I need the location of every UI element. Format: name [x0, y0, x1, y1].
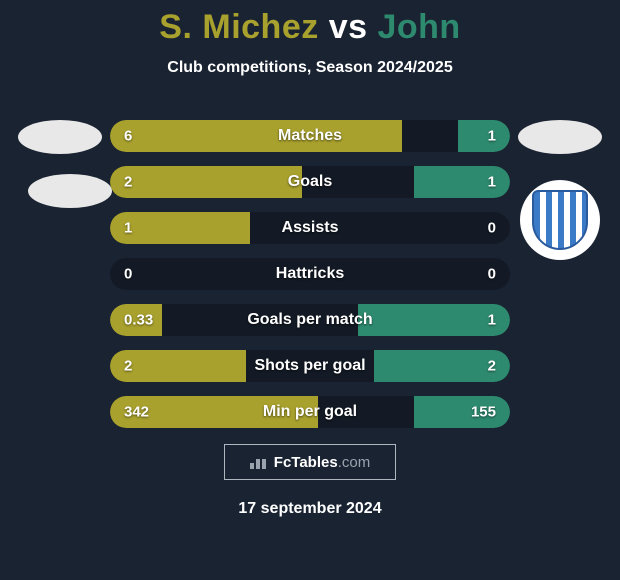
right-value: 1	[488, 174, 496, 191]
right-value: 1	[488, 312, 496, 329]
right-value: 0	[488, 220, 496, 237]
stat-row: 342 155 Min per goal	[110, 396, 510, 428]
left-value: 1	[124, 220, 132, 237]
right-value: 0	[488, 266, 496, 283]
footer-site-suffix: .com	[338, 454, 371, 471]
stat-row: 1 0 Assists	[110, 212, 510, 244]
stat-label: Shots per goal	[254, 357, 365, 375]
player1-avatar-placeholder	[18, 120, 102, 154]
right-value: 1	[488, 128, 496, 145]
season-subtitle: Club competitions, Season 2024/2025	[0, 59, 620, 77]
right-bar	[458, 120, 510, 152]
left-bar	[110, 120, 402, 152]
stat-row: 6 1 Matches	[110, 120, 510, 152]
footer-attribution: FcTables.com	[224, 444, 396, 480]
left-value: 2	[124, 174, 132, 191]
stat-row: 2 2 Shots per goal	[110, 350, 510, 382]
bar-chart-icon	[250, 455, 268, 469]
footer-site-main: FcTables	[274, 454, 338, 471]
stat-row: 0 0 Hattricks	[110, 258, 510, 290]
stat-row: 0.33 1 Goals per match	[110, 304, 510, 336]
right-value: 155	[471, 404, 496, 421]
left-value: 0	[124, 266, 132, 283]
player2-club-badge	[520, 180, 600, 260]
left-value: 2	[124, 358, 132, 375]
shield-icon	[532, 190, 588, 250]
vs-text: vs	[329, 8, 368, 46]
stat-label: Matches	[278, 127, 342, 145]
stat-label: Assists	[282, 219, 339, 237]
right-value: 2	[488, 358, 496, 375]
stat-label: Min per goal	[263, 403, 357, 421]
comparison-title: S. Michez vs John	[0, 0, 620, 47]
player1-club-placeholder	[28, 174, 112, 208]
left-value: 6	[124, 128, 132, 145]
snapshot-date: 17 september 2024	[238, 500, 381, 518]
left-value: 342	[124, 404, 149, 421]
left-value: 0.33	[124, 312, 153, 329]
footer-site-name: FcTables.com	[274, 454, 370, 471]
player2-name: John	[377, 8, 460, 46]
stat-label: Hattricks	[276, 265, 344, 283]
player1-name: S. Michez	[159, 8, 318, 46]
stat-label: Goals per match	[247, 311, 372, 329]
player2-avatar-placeholder	[518, 120, 602, 154]
stats-bar-chart: 6 1 Matches 2 1 Goals 1 0 Assists 0 0 Hattricks 0.33…	[110, 120, 510, 442]
left-bar	[110, 166, 302, 198]
stat-row: 2 1 Goals	[110, 166, 510, 198]
stat-label: Goals	[288, 173, 332, 191]
